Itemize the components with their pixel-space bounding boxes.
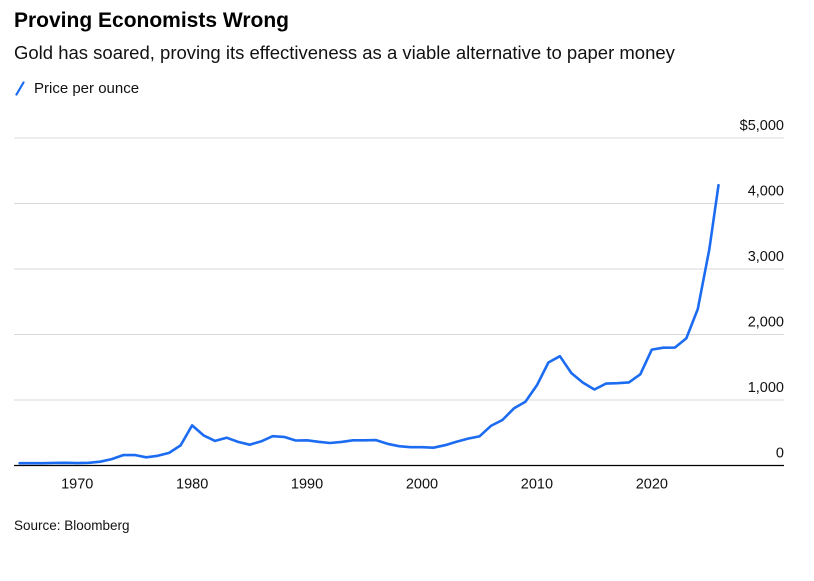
svg-text:4,000: 4,000 [748,184,784,200]
svg-text:2010: 2010 [521,477,553,493]
svg-text:1970: 1970 [61,477,93,493]
slash-line-icon [14,81,26,96]
source-attribution: Source: Bloomberg [14,518,130,534]
svg-text:$5,000: $5,000 [740,118,784,134]
price-chart: 0 1,000 2,000 3,000 4,000 $5,000 1970 1980 1990 2… [14,118,784,493]
svg-text:0: 0 [776,446,784,462]
svg-text:3,000: 3,000 [748,249,784,265]
legend-label: Price per ounce [34,80,140,98]
svg-text:2,000: 2,000 [748,315,784,331]
svg-text:1980: 1980 [176,477,208,493]
svg-text:2000: 2000 [406,477,438,493]
svg-text:1990: 1990 [291,477,323,493]
legend: Price per ounce [14,80,800,97]
svg-text:2020: 2020 [636,477,668,493]
page-title: Proving Economists Wrong [14,9,289,32]
chart-subtitle: Gold has soared, proving its effectivene… [14,42,675,64]
svg-text:1,000: 1,000 [748,380,784,396]
